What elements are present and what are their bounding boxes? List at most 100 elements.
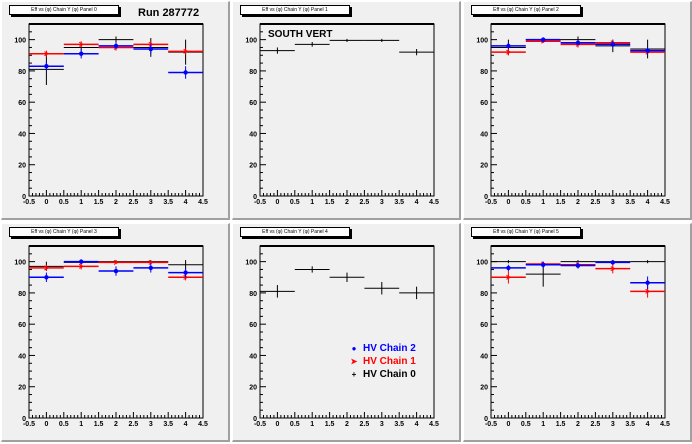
x-tick-label: 0.5 [59, 199, 69, 206]
y-tick-label: 20 [18, 385, 26, 392]
x-tick-label: 2 [114, 199, 118, 206]
data-point-marker [610, 266, 616, 272]
x-tick-label: 1.5 [94, 199, 104, 206]
x-tick-label: 4 [415, 421, 419, 428]
data-point-marker [541, 37, 546, 42]
circle-marker-icon: ● [351, 344, 357, 353]
y-tick-label: 80 [480, 291, 488, 298]
x-tick-label: 3.5 [163, 421, 173, 428]
y-tick-label: 80 [249, 291, 257, 298]
y-tick-label: 80 [18, 291, 26, 298]
y-tick-label: 40 [249, 353, 257, 360]
data-point-marker [44, 64, 49, 69]
x-tick-label: 2.5 [360, 199, 370, 206]
data-point-marker [541, 262, 546, 267]
x-tick-label: 1.5 [325, 421, 335, 428]
data-point-marker [506, 43, 511, 49]
plot-frame [259, 245, 435, 419]
x-tick-label: 4 [415, 199, 419, 206]
x-tick-label: 3 [149, 199, 153, 206]
pad-panel-4: 0 20 40 60 80 100 -0.5 0 0.5 1 1.5 2 2.5 3 3.5 4 4.5 Eff… [232, 223, 461, 442]
x-tick-label: 4 [646, 421, 650, 428]
y-tick-label: 40 [249, 131, 257, 138]
x-tick-label: -0.5 [23, 199, 35, 206]
y-tick-label: 40 [18, 131, 26, 138]
data-point-marker [113, 268, 119, 274]
pad-title: Eff vs (φ) Chain Y (φ) Panel 2 [471, 5, 581, 15]
arrow-marker-icon: ➤ [350, 357, 358, 366]
data-point-marker [78, 263, 85, 269]
x-tick-label: 0.5 [59, 421, 69, 428]
y-tick-label: 20 [18, 163, 26, 170]
data-point-marker [44, 275, 49, 280]
x-tick-label: 2 [345, 421, 349, 428]
x-tick-label: 4.5 [429, 199, 439, 206]
x-tick-label: 2 [576, 199, 580, 206]
x-tick-label: 2 [345, 199, 349, 206]
data-point-marker [183, 270, 188, 275]
plot-frame [259, 23, 435, 197]
data-point-marker [506, 265, 511, 271]
data-point-marker [44, 51, 50, 57]
y-tick-label: 100 [476, 260, 488, 267]
x-tick-label: 2 [576, 421, 580, 428]
y-tick-label: 100 [245, 38, 257, 45]
x-tick-label: -0.5 [485, 199, 497, 206]
pad-panel-3: 0 20 40 60 80 100 -0.5 0 0.5 1 1.5 2 2.5 3 3.5 4 4.5 Eff… [1, 223, 230, 442]
data-point-marker [610, 260, 615, 265]
plot-frame [490, 23, 666, 197]
x-tick-label: 1.5 [94, 421, 104, 428]
x-tick-label: 2.5 [591, 421, 601, 428]
y-tick-label: 40 [480, 353, 488, 360]
pad-title: Eff vs (φ) Chain Y (φ) Panel 5 [471, 227, 581, 237]
x-tick-label: 2.5 [360, 421, 370, 428]
data-point-marker [148, 265, 153, 271]
x-tick-label: 1 [79, 421, 83, 428]
legend: ● HV Chain 2 ➤ HV Chain 1 + HV Chain 0 [345, 342, 416, 381]
x-tick-label: 3 [611, 199, 615, 206]
y-tick-label: 20 [249, 163, 257, 170]
data-point-marker [575, 40, 581, 45]
data-point-marker [575, 263, 581, 268]
x-tick-label: 0.5 [521, 199, 531, 206]
x-tick-label: 3.5 [625, 199, 635, 206]
y-tick-label: 40 [18, 353, 26, 360]
series-hv-chain-0 [260, 266, 434, 300]
x-tick-label: 1 [541, 421, 545, 428]
series-hv-chain-2 [491, 260, 665, 289]
data-point-marker [183, 274, 189, 280]
x-tick-label: 3 [149, 421, 153, 428]
y-tick-label: 0 [253, 194, 257, 201]
legend-label: HV Chain 1 [363, 356, 416, 367]
data-point-marker [148, 41, 154, 47]
x-tick-label: -0.5 [254, 199, 266, 206]
pad-title: Eff vs (φ) Chain Y (φ) Panel 4 [240, 227, 350, 237]
x-tick-label: 4.5 [198, 421, 208, 428]
series-hv-chain-2 [491, 37, 665, 54]
data-point-marker [183, 70, 188, 75]
data-point-marker [78, 41, 85, 47]
x-tick-label: 0 [275, 199, 279, 206]
x-tick-label: 0 [275, 421, 279, 428]
legend-entry-chain-0: + HV Chain 0 [345, 368, 416, 381]
data-point-marker [645, 280, 650, 285]
data-point-marker [44, 265, 50, 271]
data-point-marker [645, 48, 650, 53]
data-point-marker [79, 51, 84, 56]
pad-title: Eff vs (φ) Chain Y (φ) Panel 3 [9, 227, 119, 237]
y-tick-label: 60 [18, 100, 26, 107]
x-tick-label: 0.5 [290, 199, 300, 206]
series-hv-chain-2 [29, 259, 203, 282]
x-tick-label: 1.5 [556, 421, 566, 428]
x-tick-label: 0.5 [521, 421, 531, 428]
y-tick-label: 60 [249, 100, 257, 107]
legend-label: HV Chain 0 [363, 369, 416, 380]
x-tick-label: 2.5 [129, 421, 139, 428]
y-tick-label: 20 [249, 385, 257, 392]
x-tick-label: 0 [506, 199, 510, 206]
